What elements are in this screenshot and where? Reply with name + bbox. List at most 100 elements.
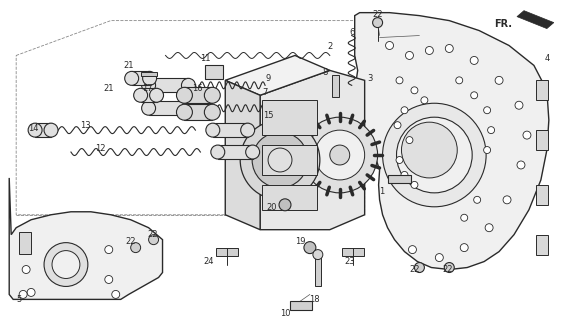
Text: 22: 22 [442, 265, 453, 274]
Circle shape [211, 145, 225, 159]
Circle shape [206, 123, 220, 137]
Text: 23: 23 [344, 257, 355, 266]
Circle shape [22, 236, 30, 244]
Text: 9: 9 [266, 74, 271, 83]
Text: 13: 13 [81, 121, 91, 130]
Text: 5: 5 [17, 295, 22, 304]
Circle shape [401, 172, 408, 179]
Circle shape [485, 224, 493, 232]
Polygon shape [9, 178, 163, 300]
Bar [184, 87, 212, 103]
Circle shape [435, 253, 443, 261]
Circle shape [150, 88, 163, 102]
Circle shape [396, 77, 403, 84]
Polygon shape [260, 70, 365, 230]
Circle shape [148, 235, 159, 244]
Circle shape [142, 78, 155, 92]
Circle shape [52, 251, 80, 278]
Circle shape [470, 56, 478, 64]
Bar [536, 80, 548, 100]
Circle shape [279, 199, 291, 211]
Text: 4: 4 [544, 54, 549, 63]
Bar [140, 88, 156, 102]
Circle shape [302, 117, 377, 193]
Circle shape [22, 266, 30, 274]
Circle shape [394, 122, 401, 129]
Text: 18: 18 [309, 295, 320, 304]
Circle shape [204, 104, 220, 120]
Circle shape [176, 104, 192, 120]
Bar [216, 248, 238, 256]
Circle shape [461, 214, 468, 221]
Text: 24: 24 [203, 257, 214, 266]
Circle shape [385, 42, 393, 50]
Bar [262, 100, 317, 135]
Polygon shape [517, 11, 554, 28]
Bar [332, 76, 339, 97]
Bar [35, 123, 51, 137]
Polygon shape [355, 13, 549, 269]
Circle shape [124, 71, 139, 85]
Text: 10: 10 [280, 309, 290, 318]
Bar [184, 104, 212, 120]
Text: 21: 21 [103, 84, 114, 93]
Circle shape [383, 103, 486, 207]
Text: 22: 22 [126, 237, 136, 246]
Bar [290, 301, 312, 310]
Circle shape [484, 107, 490, 114]
Text: 16: 16 [192, 84, 203, 93]
Bar [536, 235, 548, 255]
Circle shape [268, 148, 292, 172]
Circle shape [241, 123, 255, 137]
Circle shape [517, 161, 525, 169]
Text: 8: 8 [322, 68, 328, 77]
Circle shape [471, 92, 478, 99]
Circle shape [488, 127, 494, 134]
Circle shape [252, 132, 308, 188]
Bar [262, 145, 317, 175]
Circle shape [330, 145, 349, 165]
Circle shape [105, 276, 112, 284]
Text: 14: 14 [28, 124, 38, 132]
Text: 21: 21 [123, 61, 134, 70]
Bar [262, 185, 317, 210]
Bar [140, 72, 156, 76]
Circle shape [304, 242, 316, 253]
Circle shape [142, 101, 155, 115]
Circle shape [315, 130, 365, 180]
Circle shape [401, 122, 457, 178]
Circle shape [396, 156, 403, 164]
Circle shape [44, 243, 88, 286]
Text: 3: 3 [367, 74, 372, 83]
Text: 2: 2 [327, 42, 332, 51]
Circle shape [495, 76, 503, 84]
Circle shape [134, 88, 147, 102]
Bar [132, 71, 150, 85]
Circle shape [406, 137, 413, 144]
Circle shape [27, 288, 35, 296]
Circle shape [401, 107, 408, 114]
Bar [388, 175, 412, 183]
Text: 12: 12 [95, 144, 106, 153]
Polygon shape [226, 80, 260, 230]
Circle shape [105, 246, 112, 253]
Circle shape [408, 246, 416, 253]
Circle shape [415, 262, 424, 273]
Text: 20: 20 [267, 203, 278, 212]
Circle shape [396, 117, 472, 193]
Bar [213, 123, 248, 137]
Bar [206, 65, 223, 79]
Circle shape [313, 250, 323, 260]
Circle shape [484, 147, 490, 154]
Text: 19: 19 [295, 237, 305, 246]
Circle shape [503, 196, 511, 204]
Circle shape [246, 145, 260, 159]
Polygon shape [226, 55, 330, 95]
Circle shape [19, 291, 27, 298]
Circle shape [460, 244, 468, 252]
Bar [342, 248, 364, 256]
Text: 17: 17 [142, 84, 153, 93]
Circle shape [131, 243, 140, 252]
Bar [218, 145, 252, 159]
Circle shape [411, 181, 418, 188]
